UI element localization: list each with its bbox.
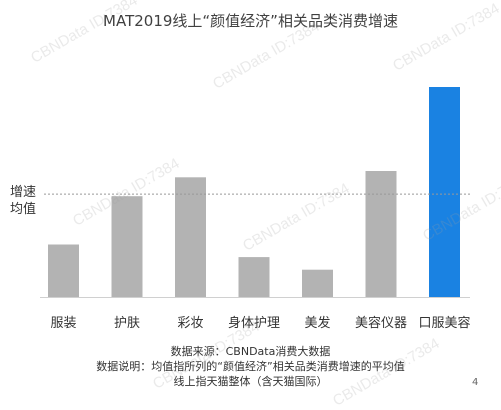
x-tick-label: 服装 [50,316,76,331]
x-tick-label: 美容仪器 [355,315,407,331]
bar-美容仪器 [365,171,397,297]
bar-服装 [48,244,79,297]
x-tick-label: 身体护理 [228,315,280,331]
bar-chart: 服装 护肤 彩妆 身体护理 美发 美容仪器 口服美容 [40,87,471,331]
average-label-line2: 均值 [10,202,37,217]
x-tick-label: 美发 [304,315,330,331]
footnote-source: 数据来源：CBNData消费大数据 [170,345,331,358]
x-tick-label: 护肤 [114,316,140,331]
bar-美发 [302,269,333,297]
x-tick-label: 口服美容 [418,315,470,331]
bar-口服美容 [429,87,460,297]
page-number: 4 [472,377,479,388]
bar-护肤 [111,196,143,297]
average-label: 增速 均值 [10,184,36,218]
average-label-line1: 增速 [10,185,37,200]
slide: MAT2019线上“颜值经济”相关品类消费增速 增速 均值 服装 护肤 彩妆 身体护理… [10,0,501,410]
footnote-description: 数据说明：均值指所列的“颜值经济”相关品类消费增速的平均值 [96,360,405,373]
bar-身体护理 [238,257,270,297]
footnote-scope: 线上指天猫整体（含天猫国际） [173,375,328,388]
x-tick-label: 彩妆 [177,316,203,331]
bar-彩妆 [175,177,206,297]
chart-title: MAT2019线上“颜值经济”相关品类消费增速 [103,12,398,30]
